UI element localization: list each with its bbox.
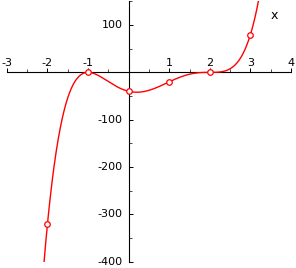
Text: -2: -2	[42, 58, 53, 68]
Text: 1: 1	[166, 58, 173, 68]
Text: 2: 2	[206, 58, 213, 68]
Text: x: x	[271, 9, 279, 22]
Text: -3: -3	[1, 58, 12, 68]
Text: -100: -100	[98, 115, 123, 125]
Text: 3: 3	[247, 58, 254, 68]
Text: 4: 4	[287, 58, 295, 68]
Text: -1: -1	[83, 58, 94, 68]
Text: -300: -300	[98, 209, 123, 219]
Text: -400: -400	[97, 257, 123, 267]
Text: -200: -200	[97, 162, 123, 172]
Text: 100: 100	[102, 20, 123, 30]
